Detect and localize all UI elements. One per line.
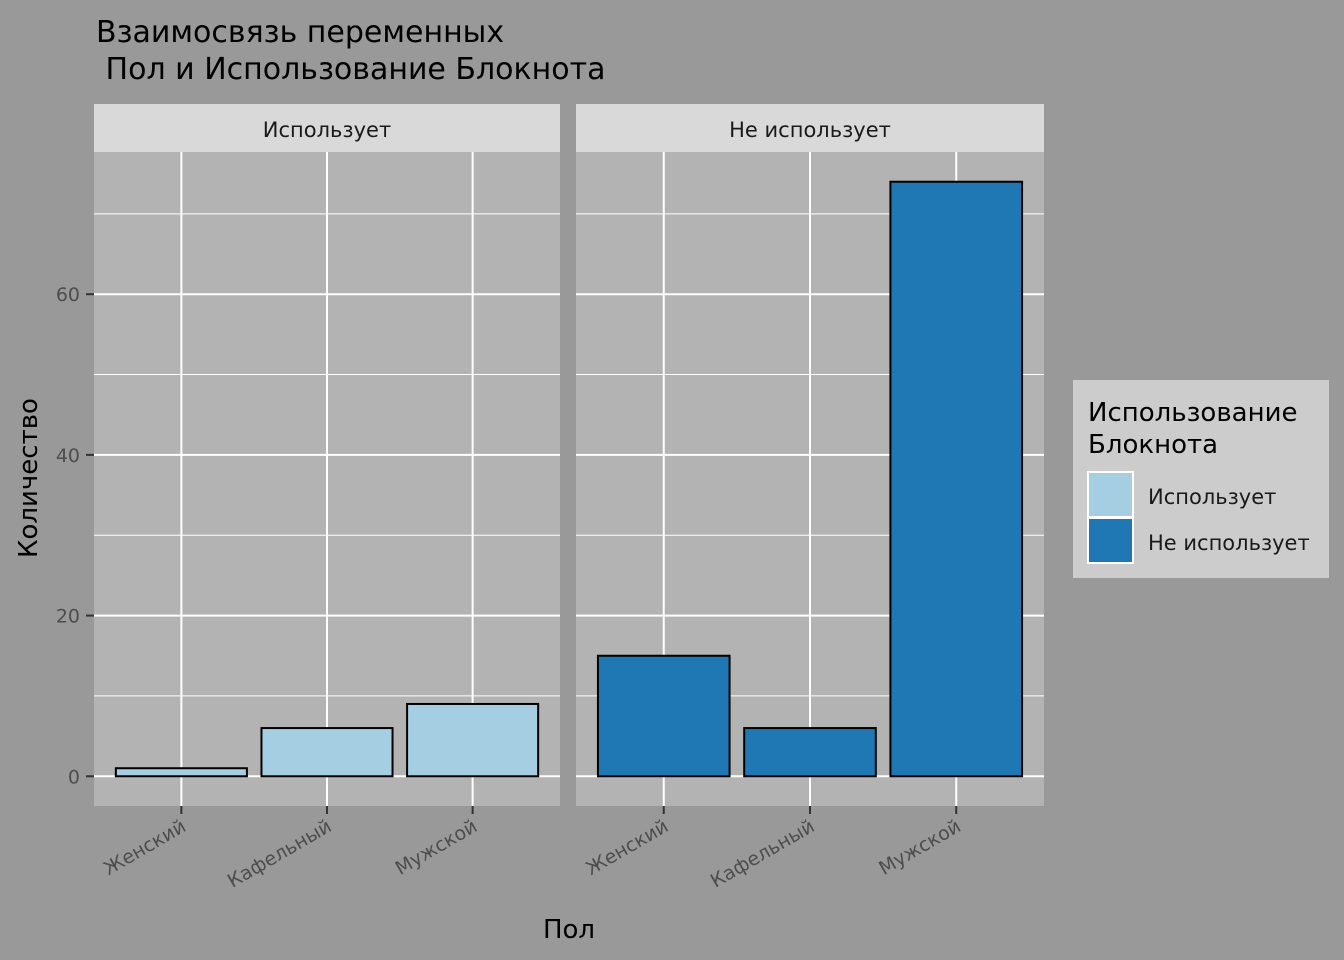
bar-использует-2 <box>260 727 394 778</box>
y-axis-ticks: 0 20 40 60 <box>56 284 94 788</box>
facet-panels: Использует Не использует <box>94 104 1044 806</box>
legend-title-line-2: Блокнота <box>1088 430 1218 460</box>
facet-2: Не использует <box>576 104 1044 806</box>
y-axis-title: Количество <box>14 398 44 558</box>
legend-key-not-uses <box>1087 517 1134 564</box>
chart-title-line-2: Пол и Использование Блокнота <box>96 52 606 87</box>
bar-использует-3 <box>406 702 540 778</box>
chart-title-line-1: Взаимосвязь переменных <box>96 15 504 50</box>
facet-strip <box>576 104 1044 152</box>
bar-не-использует-3 <box>889 180 1024 778</box>
legend-key-uses <box>1087 471 1134 518</box>
bar-не-использует-1 <box>596 654 731 778</box>
y-tick-label: 0 <box>68 766 80 788</box>
y-tick-label: 20 <box>56 606 80 628</box>
legend-title-line-1: Использование <box>1088 398 1297 428</box>
facet-strip <box>94 104 560 152</box>
facet-strip-label: Не использует <box>729 118 891 142</box>
y-tick-label: 40 <box>56 445 80 467</box>
legend-label-uses: Использует <box>1148 485 1276 509</box>
facet-strip-label: Использует <box>263 118 391 142</box>
legend: Использование Блокнота Использует Не исп… <box>1073 380 1329 578</box>
facet-1: Использует <box>94 104 560 806</box>
bar-использует-1 <box>114 767 248 778</box>
x-axis-title: Пол <box>543 915 595 945</box>
bar-не-использует-2 <box>743 727 877 778</box>
legend-label-not-uses: Не использует <box>1148 531 1310 555</box>
y-tick-label: 60 <box>56 284 80 306</box>
